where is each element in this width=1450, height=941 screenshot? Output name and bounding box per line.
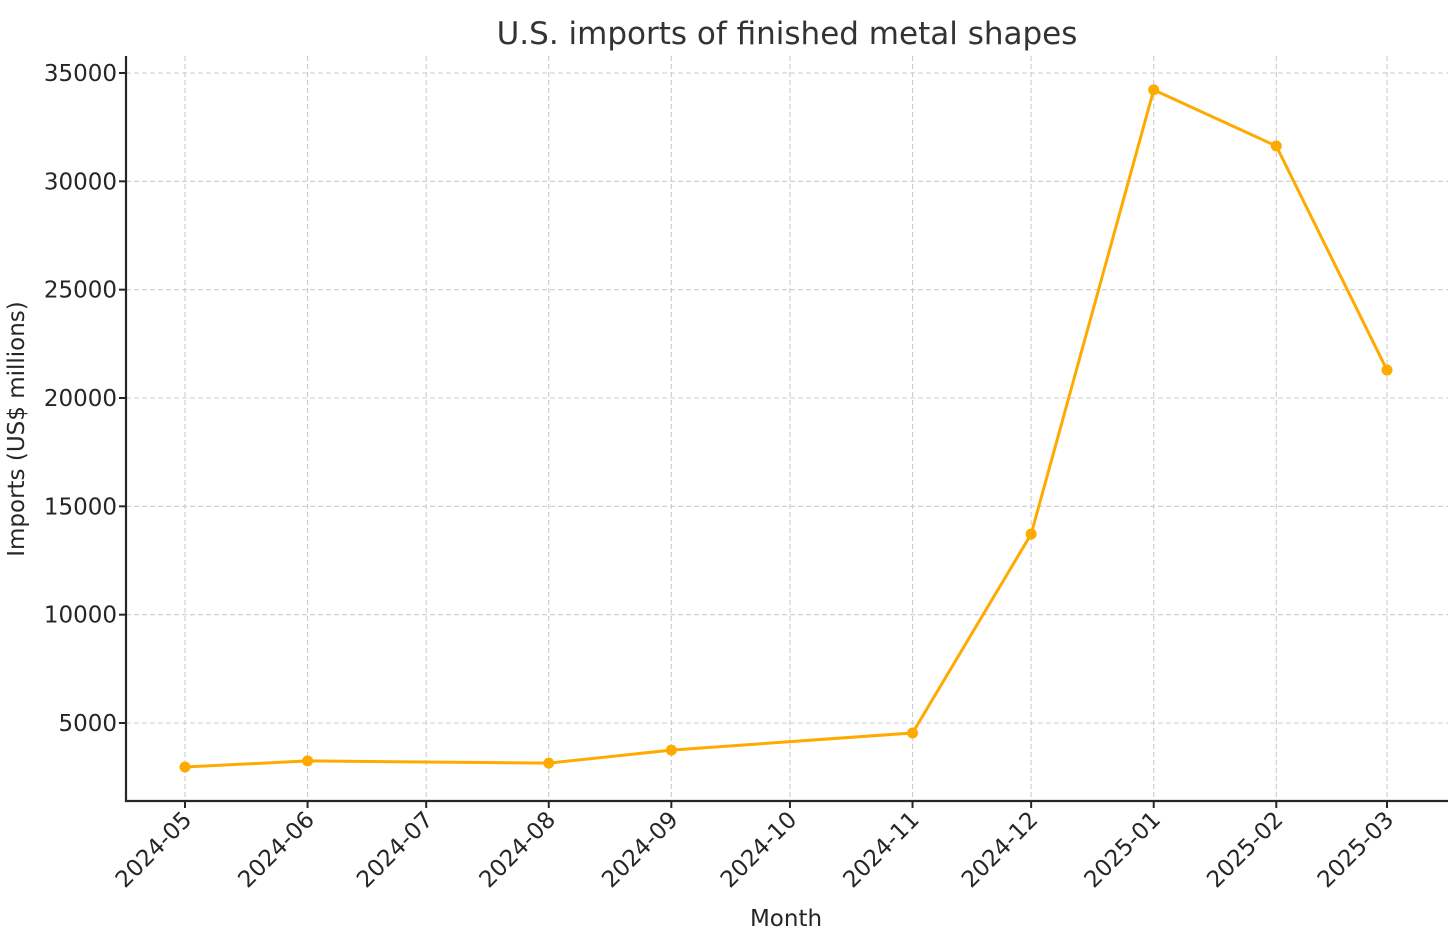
x-tick-label: 2024-12	[957, 807, 1043, 893]
x-tick-label: 2024-09	[597, 807, 683, 893]
chart-title: U.S. imports of finished metal shapes	[497, 16, 1078, 52]
y-tick-label: 25000	[44, 278, 117, 304]
x-axis-label: Month	[750, 906, 822, 932]
y-axis-ticks: 5000 10000 15000 20000 25000 30000 35000	[44, 61, 126, 737]
y-tick-label: 20000	[44, 386, 117, 412]
data-series	[179, 84, 1393, 773]
x-tick-label: 2024-07	[352, 807, 438, 893]
grid-lines	[126, 56, 1448, 801]
data-point-marker	[1148, 84, 1160, 96]
y-tick-label: 30000	[44, 169, 117, 195]
y-tick-label: 35000	[44, 61, 117, 87]
x-tick-label: 2024-10	[716, 807, 802, 893]
y-tick-label: 15000	[44, 494, 117, 520]
x-tick-label: 2024-06	[233, 807, 319, 893]
data-point-marker	[1270, 140, 1282, 152]
data-point-marker	[665, 744, 677, 756]
x-tick-label: 2024-11	[838, 807, 924, 893]
x-axis-ticks: 2024-05 2024-06 2024-07 2024-08 2024-09 2024-…	[111, 801, 1399, 893]
data-point-marker	[302, 755, 314, 767]
data-point-marker	[179, 761, 191, 773]
series-line	[184, 88, 1389, 769]
x-tick-label: 2024-05	[111, 807, 197, 893]
data-point-marker	[907, 727, 919, 739]
data-point-marker	[1381, 364, 1393, 376]
data-point-marker	[543, 757, 555, 769]
x-tick-label: 2025-02	[1202, 807, 1288, 893]
y-tick-label: 10000	[44, 603, 117, 629]
x-tick-label: 2025-03	[1313, 807, 1399, 893]
y-tick-label: 5000	[58, 711, 117, 737]
x-tick-label: 2024-08	[475, 807, 561, 893]
data-point-marker	[1025, 528, 1037, 540]
y-axis-label: Imports (US$ millions)	[4, 301, 30, 557]
x-tick-label: 2025-01	[1080, 807, 1166, 893]
